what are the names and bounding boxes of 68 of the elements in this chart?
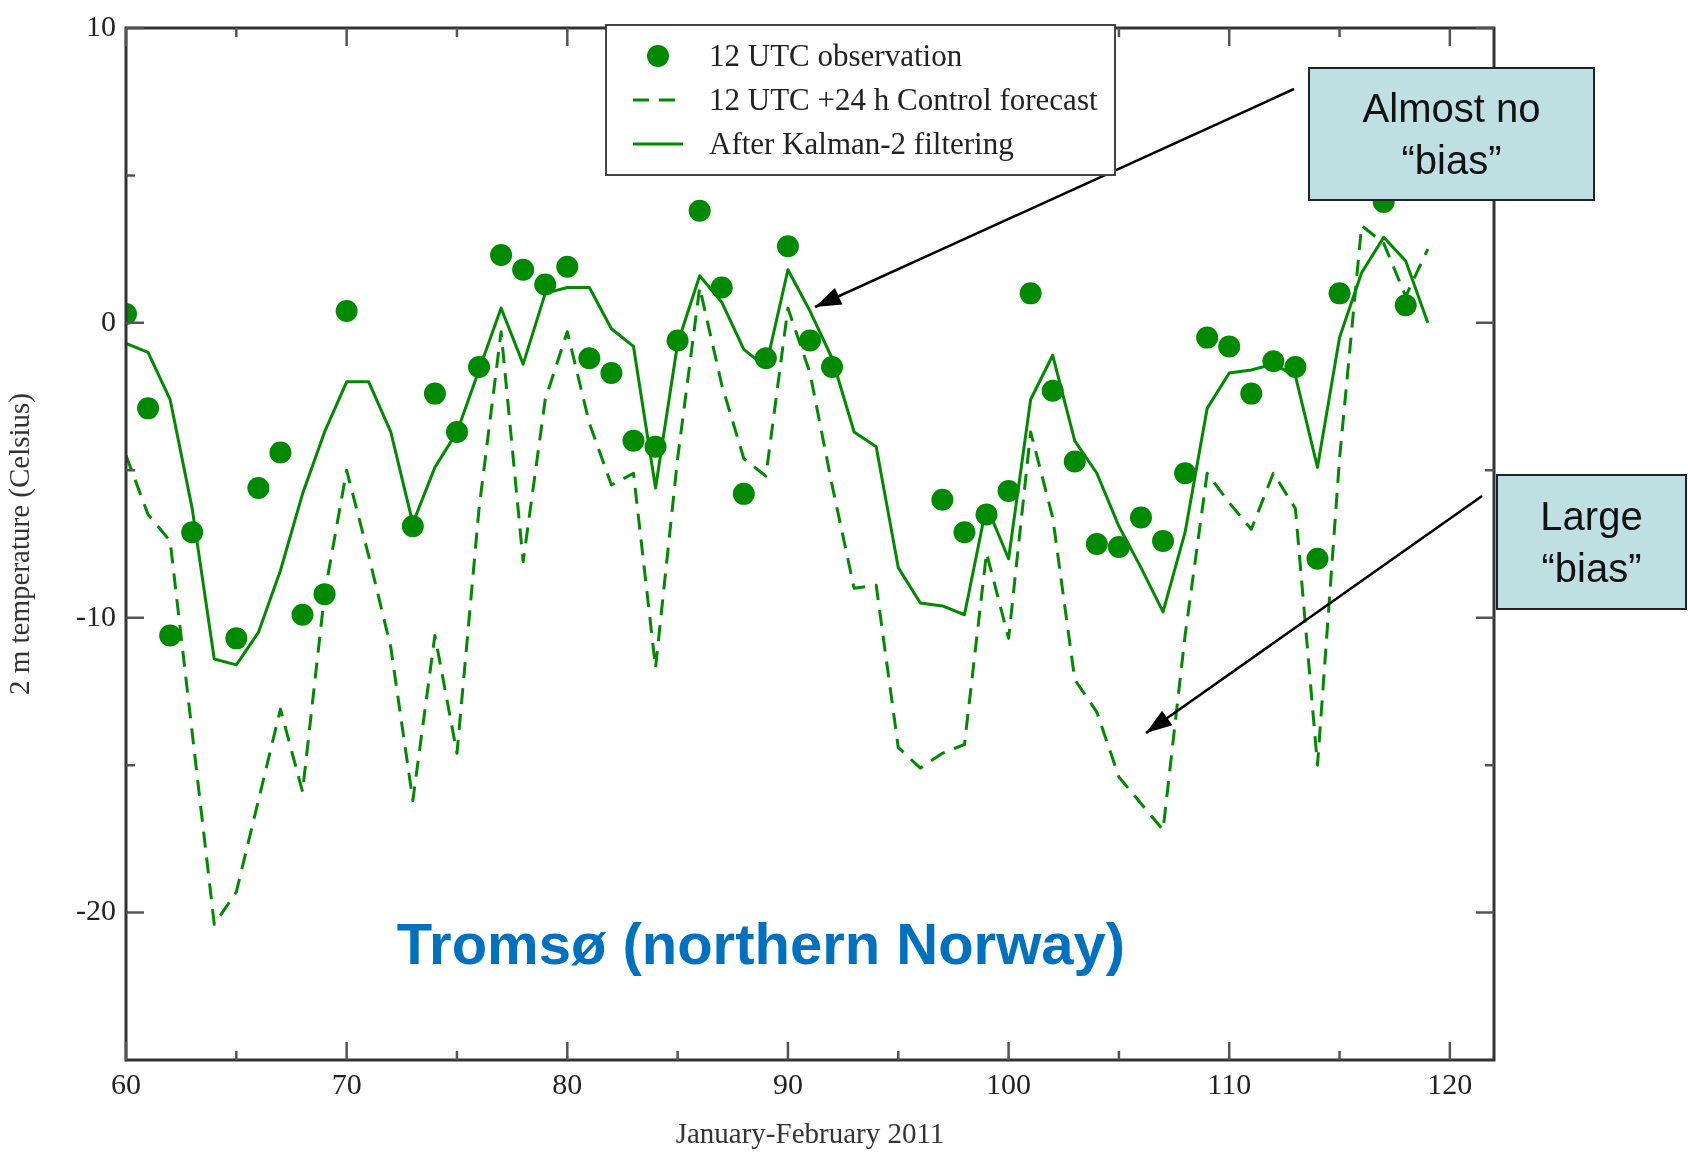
legend-label: 12 UTC observation: [709, 38, 963, 74]
point: [821, 356, 844, 379]
point: [512, 258, 535, 281]
text: Large “bias”: [1496, 474, 1687, 610]
point: [556, 255, 579, 278]
point: [644, 435, 667, 458]
x-tick-label: 90: [772, 1066, 803, 1100]
point: [1394, 294, 1417, 317]
x-tick-label: 110: [1207, 1066, 1252, 1100]
point: [997, 479, 1020, 502]
point: [931, 488, 954, 511]
legend-label: After Kalman-2 filtering: [709, 126, 1014, 162]
point: [1019, 282, 1042, 305]
point: [1284, 356, 1307, 379]
y-tick-label: 0: [101, 303, 116, 337]
y-axis-title: 2 m temperature (Celsius): [3, 393, 37, 695]
point: [1129, 506, 1152, 529]
point: [578, 347, 601, 370]
point: [313, 583, 336, 606]
point: [666, 329, 689, 352]
x-tick-label: 60: [111, 1066, 141, 1100]
x-tick-label: 120: [1427, 1066, 1473, 1100]
point: [1240, 382, 1263, 405]
point: [291, 603, 314, 626]
point: [225, 627, 248, 650]
point: [423, 382, 446, 405]
point: [710, 276, 733, 299]
point: [1107, 535, 1130, 558]
point: [754, 347, 777, 370]
annotation: Tromsø (northern Norway): [396, 910, 1126, 977]
point: [401, 515, 424, 538]
point: [799, 329, 821, 352]
point: [953, 521, 976, 544]
point: [600, 361, 623, 384]
point: [490, 244, 513, 267]
point: [1174, 462, 1197, 485]
point: [1262, 350, 1285, 373]
point: [776, 235, 799, 258]
y-tick-label: -10: [76, 598, 116, 632]
point: [1063, 450, 1086, 473]
point: [1085, 533, 1108, 555]
point: [247, 476, 270, 499]
point: [137, 397, 160, 420]
point: [688, 199, 711, 222]
point: [181, 521, 204, 544]
y-tick-label: -20: [76, 893, 116, 927]
point: [1196, 326, 1219, 349]
point: [269, 441, 292, 464]
point: [622, 429, 645, 452]
point: [534, 273, 557, 296]
point: [1218, 335, 1241, 358]
point: [1328, 282, 1351, 305]
point: [335, 300, 358, 323]
point: [1152, 530, 1175, 553]
x-tick-label: 100: [986, 1066, 1032, 1100]
annotation: Almost no “bias”: [1308, 67, 1595, 201]
point: [975, 503, 998, 526]
legend-label: 12 UTC +24 h Control forecast: [709, 82, 1098, 118]
x-axis-title: January-February 2011: [675, 1117, 945, 1150]
point: [159, 624, 182, 647]
point: [1041, 379, 1064, 402]
point: [732, 482, 755, 505]
point: [1306, 547, 1329, 570]
x-tick-label: 80: [552, 1066, 583, 1100]
point: [468, 356, 491, 379]
point: [445, 420, 468, 443]
x-tick-label: 70: [331, 1066, 362, 1100]
y-tick-label: 10: [86, 8, 116, 42]
